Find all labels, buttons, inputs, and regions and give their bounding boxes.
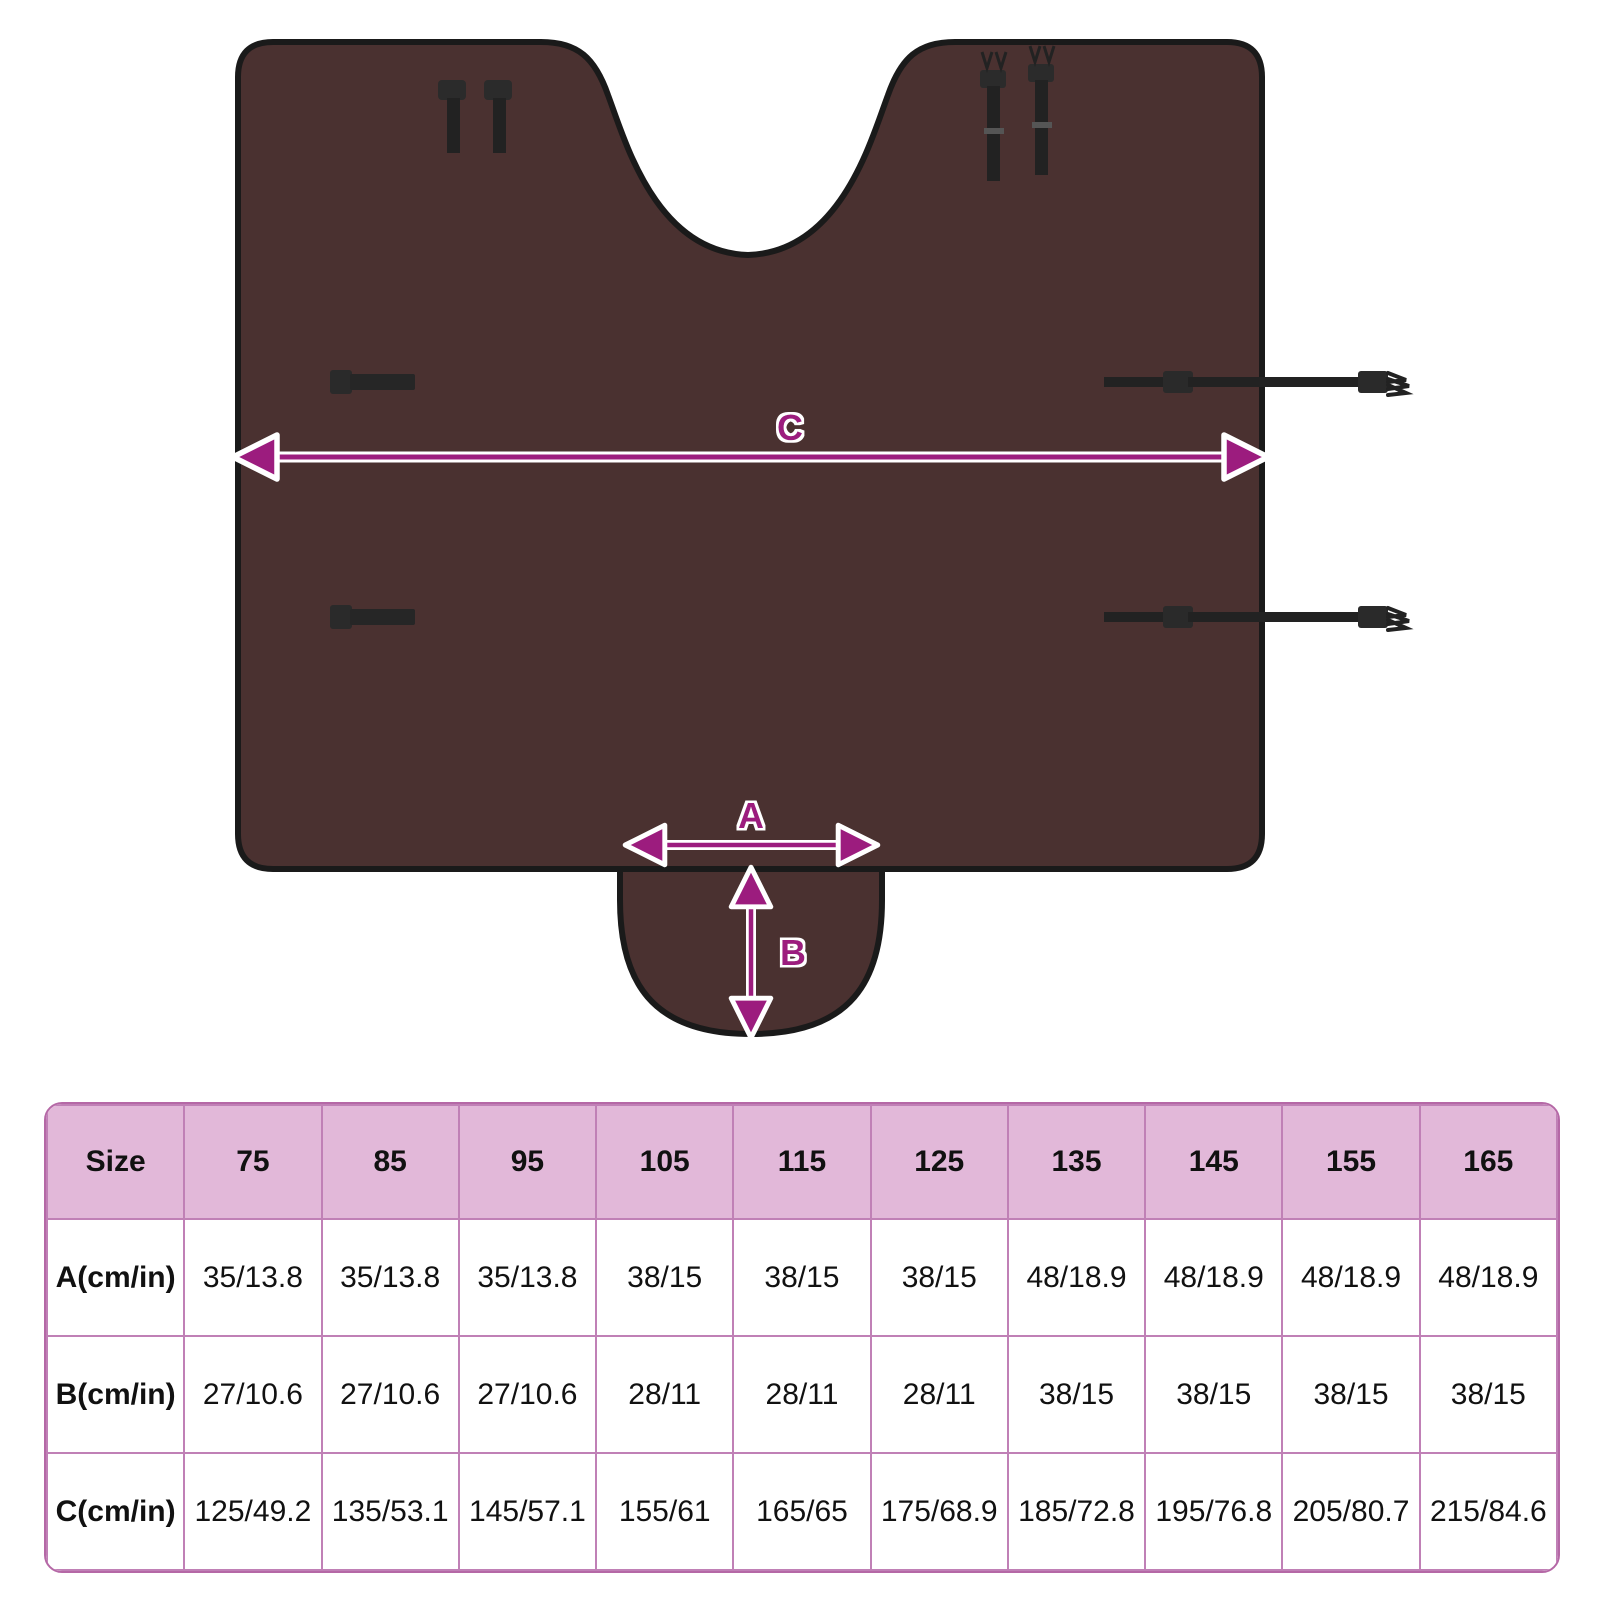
svg-text:C: C <box>777 407 803 448</box>
svg-text:A: A <box>738 795 764 836</box>
svg-text:B: B <box>780 932 806 973</box>
